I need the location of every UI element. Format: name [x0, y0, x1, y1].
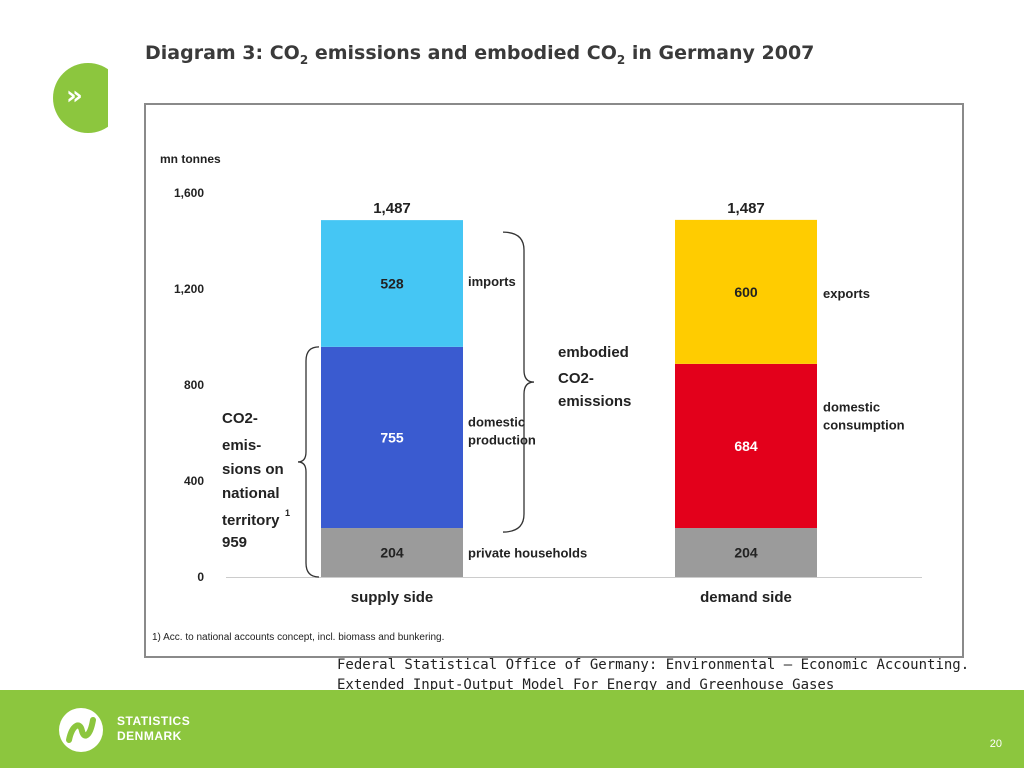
page-title: Diagram 3: CO2 emissions and embodied CO…: [145, 42, 815, 67]
bar-data-label: 528: [380, 275, 404, 291]
chart-footnote: 1) Acc. to national accounts concept, in…: [152, 632, 444, 643]
y-tick-label: 1,200: [174, 282, 204, 296]
stacked-bar-chart: mn tonnes 0 400 800 1,200 1,600 204 755 528 1,487…: [152, 152, 922, 643]
source-line-2: Extended Input-Output Model For Energy a…: [337, 677, 835, 693]
bar-data-label: 755: [380, 429, 404, 445]
y-tick-label: 1,600: [174, 186, 204, 200]
bar-segment: [321, 220, 463, 347]
bar-data-label: 204: [380, 545, 404, 561]
segment-label: domestic: [823, 399, 880, 414]
bar-data-label: 204: [734, 545, 758, 561]
logo-line-2: DENMARK: [117, 729, 182, 743]
bar-total-label: 1,487: [373, 200, 411, 217]
annotation-left-line: CO2-: [222, 410, 258, 427]
logo-line-1: STATISTICS: [117, 714, 191, 728]
footer-bar: STATISTICS DENMARK 20: [0, 690, 1024, 768]
chart-frame: mn tonnes 0 400 800 1,200 1,600 204 755 528 1,487…: [144, 103, 964, 658]
x-category-label: demand side: [700, 589, 792, 606]
segment-label: production: [468, 432, 536, 447]
source-line-1: Federal Statistical Office of Germany: E…: [337, 657, 970, 673]
bar-segment: [675, 528, 817, 577]
y-tick-label: 800: [184, 378, 204, 392]
annotation-left-line: 959: [222, 534, 247, 551]
bar-segment: [675, 363, 817, 529]
nav-mask: [108, 55, 144, 145]
segment-label: exports: [823, 286, 870, 301]
source-citation: Federal Statistical Office of Germany: E…: [337, 655, 969, 695]
segment-label: imports: [468, 274, 516, 289]
annotation-left-line: emis-: [222, 437, 261, 454]
bar-data-label: 600: [734, 284, 758, 300]
bar-total-label: 1,487: [727, 200, 765, 217]
annotation-middle-line: embodied: [558, 344, 629, 361]
annotation-left-line: sions on: [222, 461, 284, 478]
annotation-middle-line: CO2-: [558, 370, 594, 387]
page-number: 20: [989, 738, 1002, 750]
statistics-denmark-logo-icon: [59, 708, 103, 752]
segment-label: private households: [468, 546, 587, 561]
bar-data-label: 684: [734, 438, 758, 454]
y-tick-label: 400: [184, 474, 204, 488]
middle-brace: [502, 231, 535, 533]
bar-segment: [321, 528, 463, 577]
logo-text: STATISTICS DENMARK: [117, 714, 190, 744]
bar-segment: [675, 219, 817, 364]
annotation-middle-line: emissions: [558, 393, 631, 410]
segment-label: domestic: [468, 414, 525, 429]
segment-label: consumption: [823, 417, 905, 432]
y-tick-label: 0: [197, 570, 204, 584]
left-brace: [297, 346, 320, 578]
annotation-left-line: territory: [222, 512, 280, 529]
double-chevron-right-icon: »: [66, 81, 83, 111]
footnote-marker: 1: [285, 508, 290, 518]
x-category-label: supply side: [351, 589, 434, 606]
y-axis-label: mn tonnes: [160, 152, 221, 166]
bar-segment: [321, 346, 463, 529]
annotation-left-line: national: [222, 485, 280, 502]
